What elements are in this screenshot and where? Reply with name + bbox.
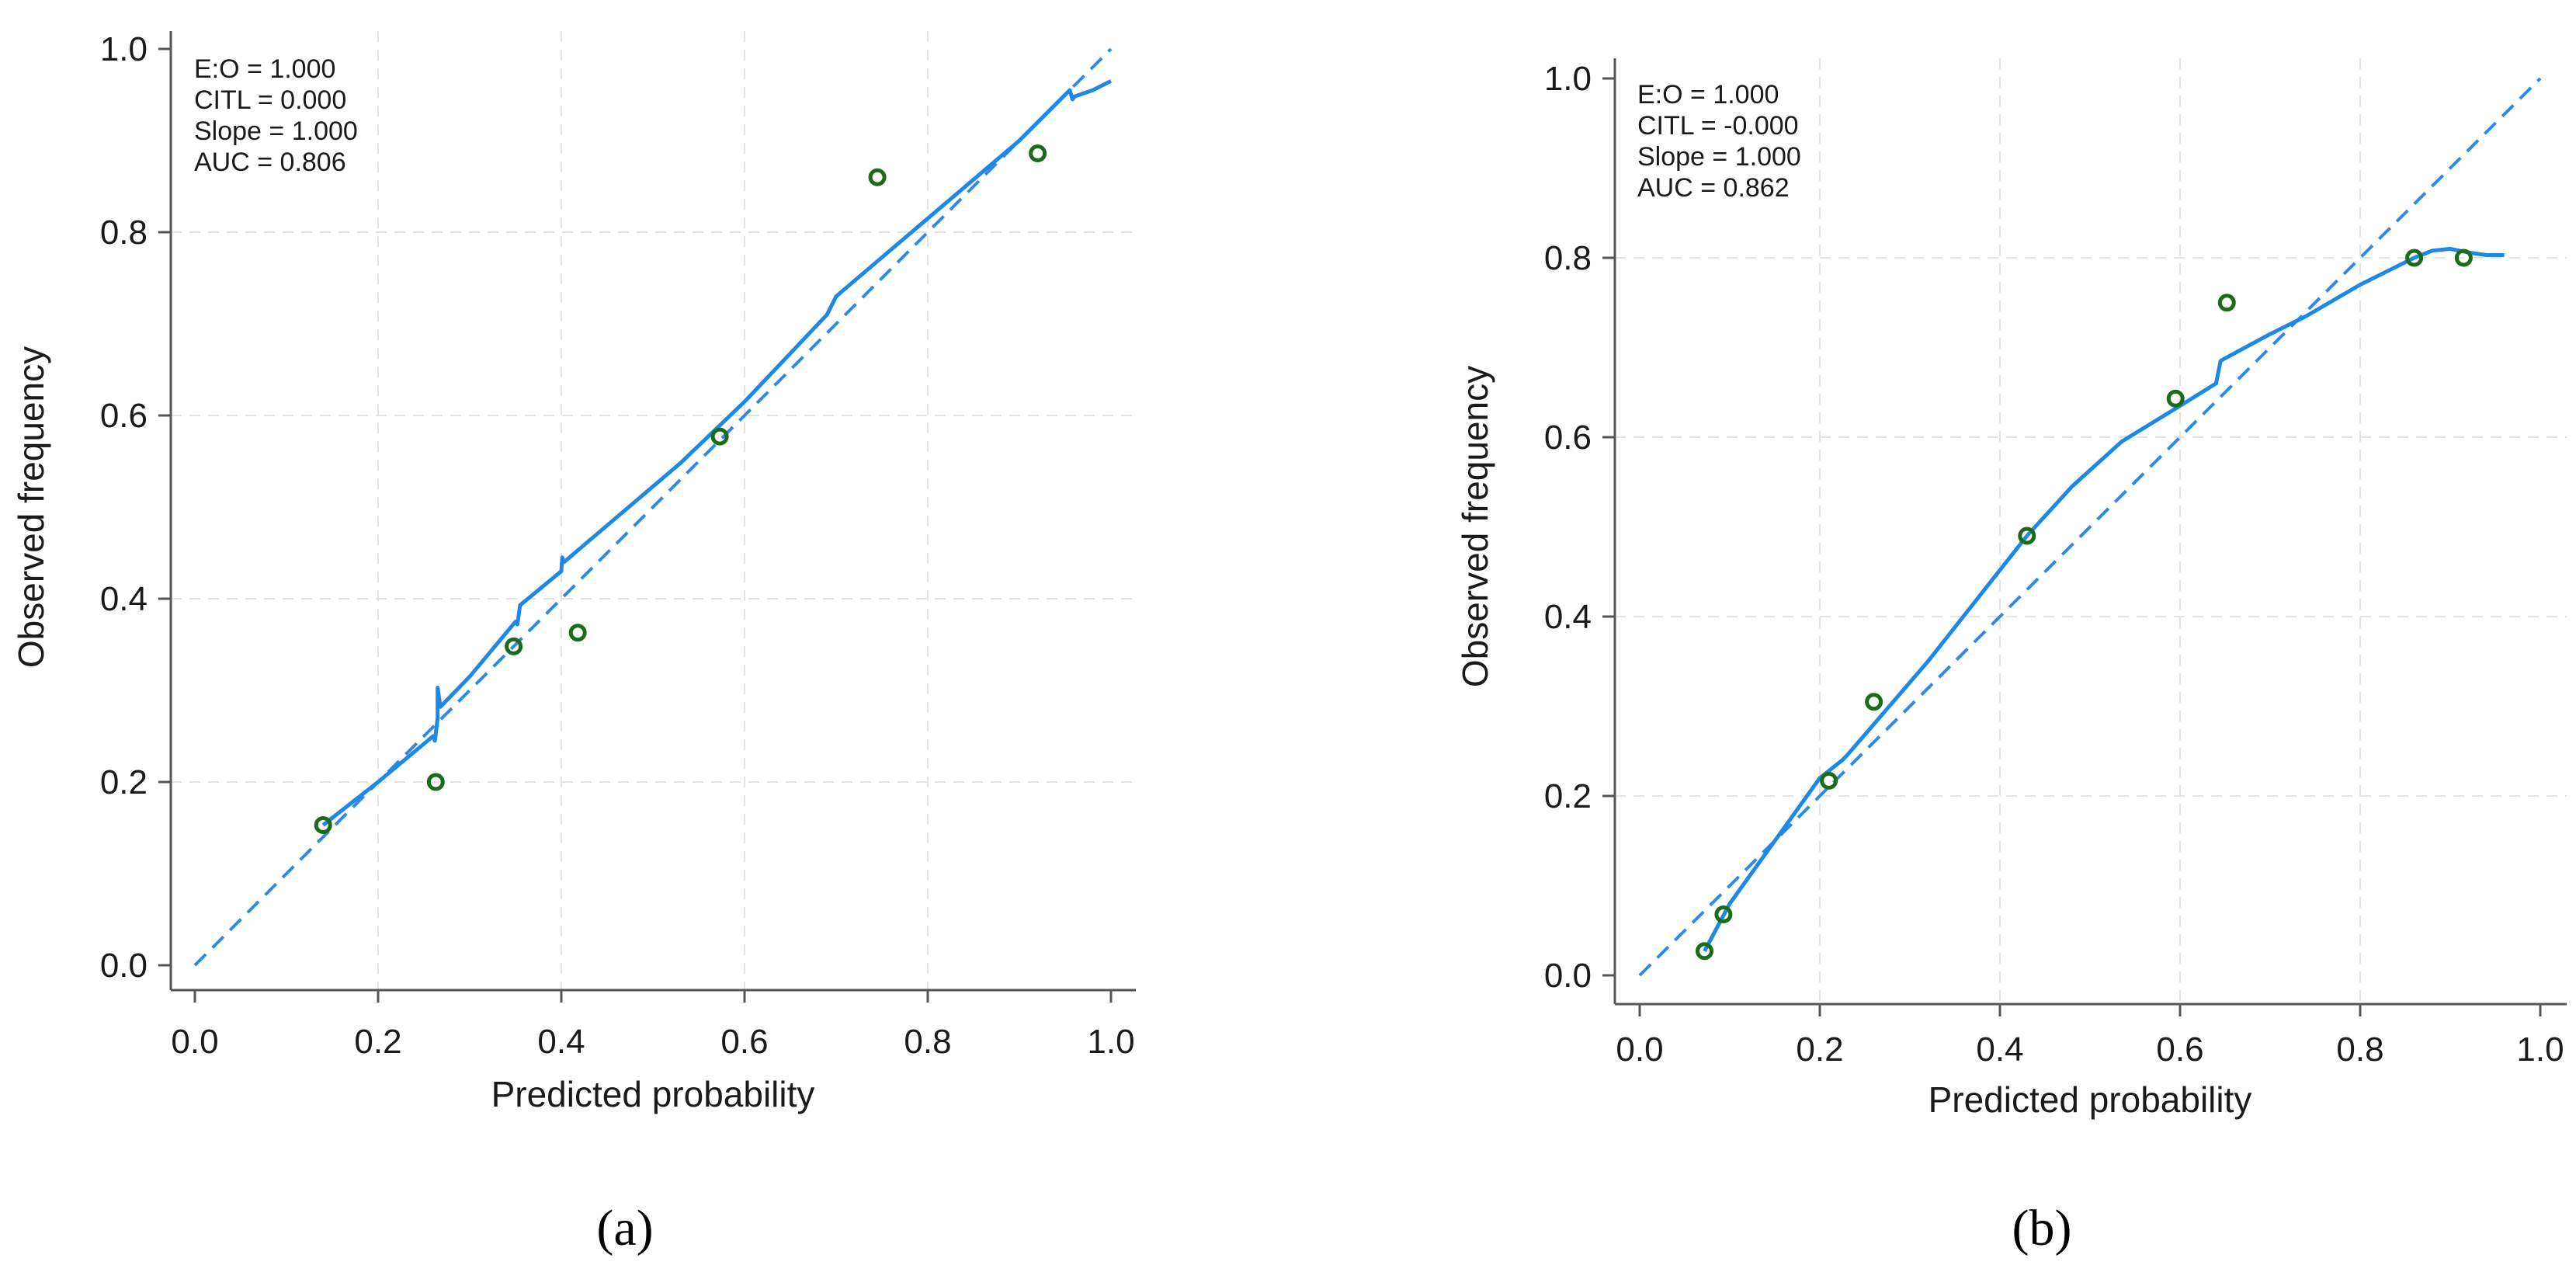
observation-marker <box>1865 693 1883 711</box>
gridlines <box>1615 58 2567 1004</box>
x-tick-label: 0.0 <box>1616 1030 1663 1069</box>
annotation-auc: AUC = 0.806 <box>194 148 346 177</box>
x-axis-title: Predicted probability <box>491 1074 815 1114</box>
reference-line <box>1638 77 2542 977</box>
y-tick-label: 0.6 <box>1544 419 1592 457</box>
x-tick-label: 0.2 <box>1796 1030 1843 1069</box>
y-tick-label: 0.8 <box>1544 239 1592 277</box>
observation-marker <box>2018 527 2036 545</box>
x-ticks: 0.0 0.2 0.4 0.6 0.8 1.0 <box>171 990 1135 1061</box>
y-axis-title: Observed frequency <box>1455 366 1495 687</box>
annotation-slope: Slope = 1.000 <box>1637 142 1801 172</box>
y-ticks: 0.0 0.2 0.4 0.6 0.8 1.0 <box>100 30 171 985</box>
panel-label-a: (a) <box>596 1200 653 1256</box>
observation-marker <box>1696 942 1713 961</box>
x-ticks: 0.0 0.2 0.4 0.6 0.8 1.0 <box>1616 1004 2564 1069</box>
calibration-curve <box>1703 246 2505 952</box>
y-tick-label: 1.0 <box>1544 60 1592 98</box>
x-tick-label: 0.8 <box>2336 1030 2383 1069</box>
x-tick-label: 1.0 <box>2516 1030 2564 1069</box>
observation-marker <box>2217 294 2236 312</box>
y-tick-label: 0.0 <box>100 947 148 985</box>
plot-marks <box>1638 77 2542 977</box>
observation-marker <box>1029 144 1047 162</box>
observation-marker <box>1714 905 1733 923</box>
annotation-eo: E:O = 1.000 <box>1637 80 1779 109</box>
stats-annotation: E:O = 1.000 CITL = 0.000 Slope = 1.000 A… <box>194 54 358 177</box>
y-axis-title: Observed frequency <box>11 346 51 668</box>
y-tick-label: 0.6 <box>100 397 148 435</box>
x-tick-label: 0.4 <box>537 1023 585 1061</box>
x-tick-label: 1.0 <box>1087 1023 1134 1061</box>
annotation-slope: Slope = 1.000 <box>194 116 358 146</box>
x-tick-label: 0.0 <box>171 1023 218 1061</box>
calibration-plot-a: 0.0 0.2 0.4 0.6 0.8 1.0 0.0 0.2 0.4 0.6 … <box>11 30 1136 1256</box>
y-tick-label: 0.2 <box>1544 777 1592 815</box>
annotation-eo: E:O = 1.000 <box>194 54 335 84</box>
observation-marker <box>868 168 887 186</box>
observation-marker <box>426 773 445 791</box>
observation-marker <box>2166 389 2185 408</box>
x-tick-label: 0.4 <box>1976 1030 2023 1069</box>
calibration-plot-b: 0.0 0.2 0.4 0.6 0.8 1.0 0.0 0.2 0.4 0.6 … <box>1455 58 2567 1256</box>
annotation-auc: AUC = 0.862 <box>1637 173 1790 203</box>
observation-marker <box>1820 771 1838 790</box>
x-axis-title: Predicted probability <box>1929 1079 2252 1120</box>
panel-label-b: (b) <box>2012 1200 2072 1256</box>
y-tick-label: 0.4 <box>1544 598 1592 636</box>
y-ticks: 0.0 0.2 0.4 0.6 0.8 1.0 <box>1544 60 1615 995</box>
observation-marker <box>568 624 587 642</box>
annotation-citl: CITL = 0.000 <box>194 85 346 115</box>
y-tick-label: 0.2 <box>100 763 148 801</box>
y-tick-label: 0.4 <box>100 580 148 618</box>
observation-marker <box>505 637 523 655</box>
x-tick-label: 0.2 <box>354 1023 401 1061</box>
observation-marker <box>2454 248 2473 267</box>
y-tick-label: 1.0 <box>100 30 148 68</box>
observation-marker <box>2405 248 2424 267</box>
plot-marks <box>193 47 1113 967</box>
gridlines <box>171 31 1136 990</box>
x-tick-label: 0.8 <box>904 1023 951 1061</box>
x-tick-label: 0.6 <box>2156 1030 2203 1069</box>
annotation-citl: CITL = -0.000 <box>1637 111 1799 141</box>
x-tick-label: 0.6 <box>720 1023 768 1061</box>
stats-annotation: E:O = 1.000 CITL = -0.000 Slope = 1.000 … <box>1637 80 1801 203</box>
calibration-curve <box>321 79 1113 827</box>
y-tick-label: 0.0 <box>1544 957 1592 995</box>
observation-marker <box>314 816 332 834</box>
reference-line <box>193 47 1113 967</box>
observation-marker <box>710 427 729 446</box>
y-tick-label: 0.8 <box>100 214 148 252</box>
